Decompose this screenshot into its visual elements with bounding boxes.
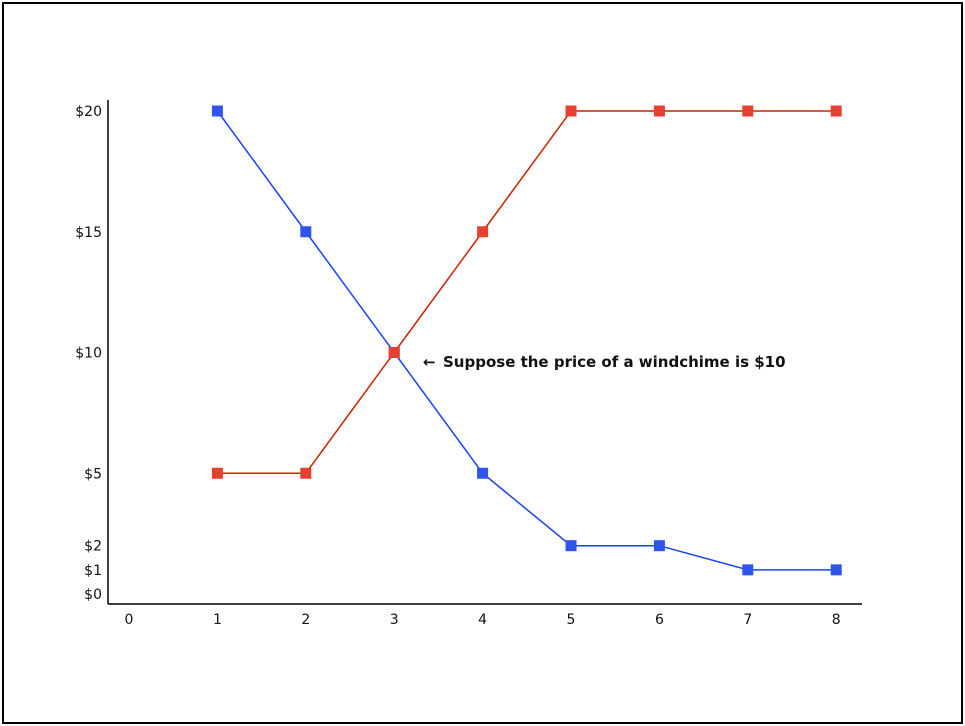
series-2-point (300, 467, 312, 479)
x-tick-label: 8 (832, 612, 841, 628)
x-tick-labels: 0 1 2 3 4 5 6 7 8 (125, 612, 841, 628)
y-tick-label: $20 (75, 104, 102, 120)
annotation-text: Suppose the price of a windchime is $10 (443, 353, 786, 371)
series-lines (216, 110, 837, 571)
series-2-point (742, 105, 754, 117)
annotation-arrow: ← (423, 353, 436, 371)
y-tick-label: $5 (84, 466, 102, 482)
x-tick-label: 3 (390, 612, 399, 628)
x-tick-label: 2 (301, 612, 310, 628)
series-2-point (388, 347, 400, 358)
series-1-point (653, 540, 665, 552)
x-tick-label: 1 (213, 612, 222, 628)
x-tick-label: 5 (567, 612, 576, 628)
y-tick-label: $15 (75, 225, 102, 241)
series-2-point (565, 105, 577, 117)
series-2-point (477, 226, 489, 238)
series-1-point (211, 105, 223, 117)
y-tick-label: $2 (84, 539, 102, 555)
y-tick-labels: $0 $1 $2 $5 $10 $15 $20 (75, 104, 102, 603)
y-tick-label: $0 (84, 587, 102, 603)
y-tick-label: $1 (84, 563, 102, 579)
series-1-point (830, 564, 842, 576)
series-2-point (830, 105, 842, 117)
series-1-point (742, 564, 754, 576)
series-markers (211, 105, 842, 576)
x-tick-label: 6 (655, 612, 664, 628)
series-1-point (300, 226, 312, 238)
x-tick-label: 4 (478, 612, 487, 628)
series-1-point (477, 467, 489, 479)
x-tick-label: 7 (743, 612, 752, 628)
series-1-point (565, 540, 577, 552)
series-2-point (211, 467, 223, 479)
x-tick-label: 0 (125, 612, 134, 628)
series-2-point (653, 105, 665, 117)
series-1-line (216, 110, 837, 571)
series-2-line (217, 110, 837, 474)
y-tick-label: $10 (75, 346, 102, 362)
